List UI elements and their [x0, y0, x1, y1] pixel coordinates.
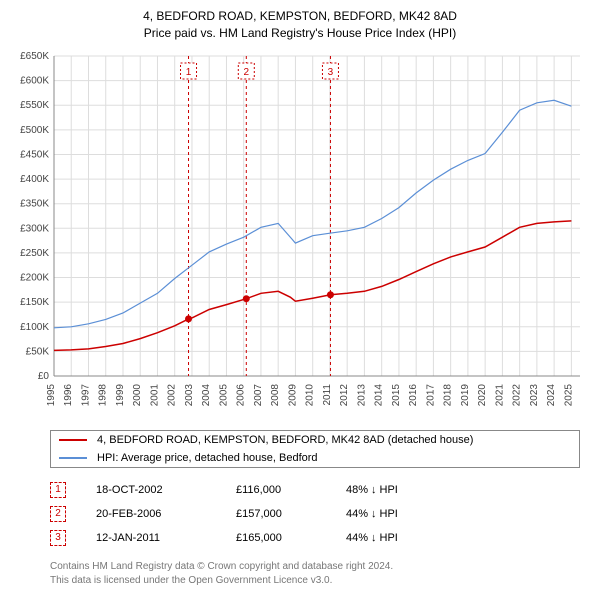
svg-text:£350K: £350K: [20, 198, 49, 209]
svg-text:2014: 2014: [374, 383, 385, 406]
svg-text:2013: 2013: [356, 383, 367, 406]
svg-text:2005: 2005: [218, 383, 229, 406]
sale-badge-1: 1: [50, 482, 66, 498]
sale-price-2: £157,000: [236, 508, 346, 520]
svg-text:2012: 2012: [339, 383, 350, 406]
svg-text:2006: 2006: [236, 383, 247, 406]
svg-text:£400K: £400K: [20, 174, 49, 185]
legend-row-property: 4, BEDFORD ROAD, KEMPSTON, BEDFORD, MK42…: [51, 431, 579, 449]
chart: £0 £50K £100K £150K £200K £250K £300K £350K £400…: [10, 48, 590, 418]
footer-line-2: This data is licensed under the Open Gov…: [50, 574, 580, 588]
footer: Contains HM Land Registry data © Crown c…: [50, 560, 580, 588]
svg-text:£100K: £100K: [20, 321, 49, 332]
svg-text:2018: 2018: [443, 383, 454, 406]
svg-text:£150K: £150K: [20, 297, 49, 308]
svg-text:2024: 2024: [546, 383, 557, 406]
svg-text:£300K: £300K: [20, 223, 49, 234]
chart-container: 4, BEDFORD ROAD, KEMPSTON, BEDFORD, MK42…: [0, 0, 600, 594]
sale-date-1: 18-OCT-2002: [96, 484, 236, 496]
sale-delta-1: 48%HPI: [346, 484, 398, 496]
sale-row-3: 3 12-JAN-2011 £165,000 44%HPI: [50, 526, 580, 550]
svg-text:£650K: £650K: [20, 51, 49, 62]
arrow-down-icon: [368, 532, 380, 544]
sale-delta-2: 44%HPI: [346, 508, 398, 520]
svg-text:£550K: £550K: [20, 100, 49, 111]
svg-text:2010: 2010: [305, 383, 316, 406]
svg-text:£250K: £250K: [20, 248, 49, 259]
svg-text:2017: 2017: [425, 383, 436, 406]
svg-text:2000: 2000: [132, 383, 143, 406]
legend-label-hpi: HPI: Average price, detached house, Bedf…: [97, 452, 318, 464]
title-block: 4, BEDFORD ROAD, KEMPSTON, BEDFORD, MK42…: [10, 8, 590, 42]
sale-row-1: 1 18-OCT-2002 £116,000 48%HPI: [50, 478, 580, 502]
svg-text:2019: 2019: [460, 383, 471, 406]
sale-row-2: 2 20-FEB-2006 £157,000 44%HPI: [50, 502, 580, 526]
svg-text:£600K: £600K: [20, 75, 49, 86]
sale-badge-3: 3: [50, 530, 66, 546]
sale-date-3: 12-JAN-2011: [96, 532, 236, 544]
legend-label-property: 4, BEDFORD ROAD, KEMPSTON, BEDFORD, MK42…: [97, 434, 473, 446]
svg-text:2020: 2020: [477, 383, 488, 406]
arrow-down-icon: [368, 484, 380, 496]
svg-text:1995: 1995: [46, 383, 57, 406]
svg-text:1999: 1999: [115, 383, 126, 406]
sales-table: 1 18-OCT-2002 £116,000 48%HPI 2 20-FEB-2…: [50, 478, 580, 550]
legend: 4, BEDFORD ROAD, KEMPSTON, BEDFORD, MK42…: [50, 430, 580, 468]
title-line-2: Price paid vs. HM Land Registry's House …: [10, 25, 590, 42]
svg-text:2025: 2025: [563, 383, 574, 406]
svg-text:2015: 2015: [391, 383, 402, 406]
svg-text:2008: 2008: [270, 383, 281, 406]
svg-text:1997: 1997: [80, 383, 91, 406]
svg-text:£0: £0: [38, 371, 50, 382]
title-line-1: 4, BEDFORD ROAD, KEMPSTON, BEDFORD, MK42…: [10, 8, 590, 25]
svg-text:£50K: £50K: [26, 346, 50, 357]
sale-date-2: 20-FEB-2006: [96, 508, 236, 520]
sale-delta-3: 44%HPI: [346, 532, 398, 544]
svg-text:2002: 2002: [167, 383, 178, 406]
svg-text:1998: 1998: [98, 383, 109, 406]
svg-text:1: 1: [186, 67, 192, 78]
legend-swatch-property: [59, 439, 87, 441]
svg-text:2007: 2007: [253, 383, 264, 406]
svg-text:2001: 2001: [149, 383, 160, 406]
sale-badge-2: 2: [50, 506, 66, 522]
svg-text:£200K: £200K: [20, 272, 49, 283]
legend-row-hpi: HPI: Average price, detached house, Bedf…: [51, 449, 579, 467]
svg-text:2: 2: [244, 67, 250, 78]
svg-text:2016: 2016: [408, 383, 419, 406]
svg-text:1996: 1996: [63, 383, 74, 406]
svg-text:2021: 2021: [494, 383, 505, 406]
arrow-down-icon: [368, 508, 380, 520]
chart-svg: £0 £50K £100K £150K £200K £250K £300K £350K £400…: [10, 48, 590, 418]
svg-text:2009: 2009: [287, 383, 298, 406]
legend-swatch-hpi: [59, 457, 87, 459]
svg-text:£500K: £500K: [20, 124, 49, 135]
svg-text:2023: 2023: [529, 383, 540, 406]
sale-price-1: £116,000: [236, 484, 346, 496]
svg-text:2011: 2011: [322, 383, 333, 405]
svg-text:2003: 2003: [184, 383, 195, 406]
svg-text:2004: 2004: [201, 383, 212, 406]
sale-price-3: £165,000: [236, 532, 346, 544]
svg-text:3: 3: [328, 67, 334, 78]
svg-text:2022: 2022: [512, 383, 523, 406]
svg-text:£450K: £450K: [20, 149, 49, 160]
footer-line-1: Contains HM Land Registry data © Crown c…: [50, 560, 580, 574]
